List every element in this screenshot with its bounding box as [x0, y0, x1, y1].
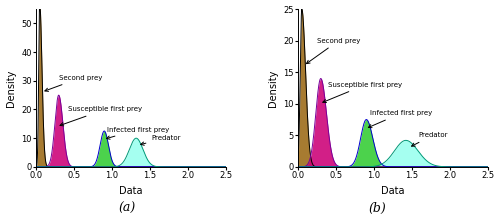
X-axis label: Data: Data [381, 186, 404, 196]
Text: Susceptible first prey: Susceptible first prey [60, 107, 142, 126]
Text: Second prey: Second prey [306, 38, 360, 64]
Text: Infected first prey: Infected first prey [368, 110, 432, 128]
X-axis label: Data: Data [119, 186, 142, 196]
Text: Susceptible first prey: Susceptible first prey [323, 82, 402, 103]
Y-axis label: Density: Density [6, 69, 16, 107]
Text: Infected first prey: Infected first prey [106, 126, 169, 139]
Text: Second prey: Second prey [45, 75, 102, 91]
Y-axis label: Density: Density [268, 69, 278, 107]
Text: Predator: Predator [140, 135, 181, 145]
Text: (b): (b) [368, 202, 386, 214]
Text: Predator: Predator [412, 132, 448, 146]
Text: (a): (a) [119, 202, 136, 214]
